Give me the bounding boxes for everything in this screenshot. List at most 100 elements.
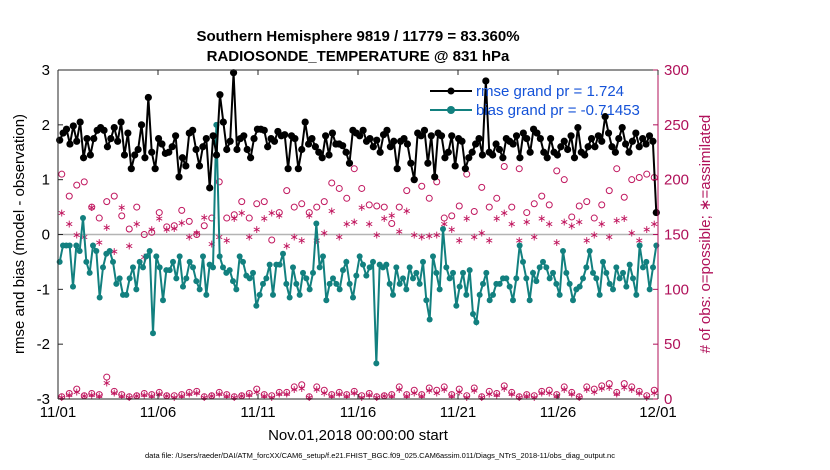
obs-assimilated-point: ∗: [365, 219, 374, 231]
obs-possible-point: [620, 380, 628, 388]
bias-point: [386, 280, 393, 287]
bias-point: [370, 258, 376, 265]
rmse-point: [209, 132, 217, 140]
legend-bias-label: bias grand pr = -0.71453: [476, 102, 640, 119]
chart-title-line2: RADIOSONDE_TEMPERATURE @ 831 hPa: [207, 48, 510, 65]
bias-point: [286, 294, 293, 301]
obs-assimilated-point: ∗: [57, 392, 66, 404]
obs-assimilated-point: ∗: [620, 213, 629, 225]
rmse-point: [495, 145, 504, 154]
rmse-point: [553, 151, 562, 159]
obs-assimilated-point: ∗: [485, 235, 494, 247]
obs-assimilated-point: ∗: [515, 392, 524, 404]
bias-point: [146, 247, 153, 254]
rmse-point: [328, 129, 337, 137]
bias-point: [450, 269, 456, 276]
bias-point: [270, 291, 276, 298]
rmse-point: [79, 154, 88, 162]
obs-possible-point: [538, 192, 546, 200]
obs-possible-point: [455, 202, 463, 210]
obs-assimilated-point: ∗: [162, 224, 171, 236]
obs-assimilated-point: ∗: [432, 230, 441, 242]
rmse-point: [294, 165, 302, 173]
rmse-point: [154, 134, 163, 143]
bias-point: [556, 291, 563, 298]
bias-point: [356, 253, 363, 260]
bias-point: [183, 275, 190, 282]
obs-possible-point: [545, 201, 553, 209]
left-tick-label: -2: [37, 336, 50, 353]
obs-assimilated-point: ∗: [260, 391, 269, 403]
obs-assimilated-point: ∗: [507, 389, 516, 401]
rmse-point: [458, 137, 466, 145]
obs-assimilated-point: ∗: [267, 208, 276, 220]
x-tick-label: 12/01: [639, 404, 677, 421]
obs-assimilated-point: ∗: [327, 391, 336, 403]
obs-possible-point: [448, 391, 456, 399]
obs-possible-point: [140, 390, 148, 398]
bias-point: [453, 302, 460, 309]
bias-point: [610, 286, 616, 293]
obs-assimilated-point: ∗: [530, 392, 539, 404]
x-tick-label: 11/11: [240, 404, 275, 421]
bias-point: [353, 272, 360, 279]
obs-possible-point: [583, 383, 591, 391]
bias-point: [606, 280, 613, 287]
bias-point: [346, 280, 353, 287]
obs-possible-point: [590, 214, 598, 222]
x-tick-label: 11/06: [140, 404, 176, 421]
obs-possible-point: [425, 384, 433, 392]
obs-possible-point: [118, 212, 126, 220]
obs-possible-point: [290, 383, 298, 391]
obs-possible-point: [298, 381, 306, 389]
rmse-point: [492, 140, 500, 148]
rmse-point: [424, 159, 432, 167]
obs-assimilated-point: ∗: [627, 227, 636, 239]
obs-possible-point: [230, 393, 238, 401]
rmse-point: [325, 151, 333, 159]
obs-assimilated-point: ∗: [222, 391, 231, 403]
bias-point: [253, 302, 260, 309]
rmse-point: [189, 126, 197, 134]
obs-assimilated-point: ∗: [132, 219, 141, 231]
obs-assimilated-point: ∗: [170, 223, 179, 235]
rmse-point: [206, 184, 214, 192]
rmse-point: [120, 151, 129, 159]
bias-point: [170, 258, 176, 265]
rmse-point: [304, 140, 313, 148]
obs-assimilated-point: ∗: [320, 387, 329, 399]
bias-point: [190, 264, 196, 271]
obs-assimilated-point: ∗: [350, 387, 359, 399]
obs-count-layer: ∗∗∗∗∗∗∗∗∗∗∗ ∗∗∗∗∗∗∗∗∗∗∗∗∗∗∗∗∗∗∗∗∗∗∗∗∗∗∗∗∗…: [57, 163, 659, 404]
rmse-point: [223, 145, 231, 154]
bias-point: [130, 264, 136, 271]
bias-point: [460, 269, 466, 276]
rmse-point: [420, 126, 429, 134]
obs-possible-point: [283, 187, 291, 195]
obs-assimilated-point: ∗: [275, 389, 284, 401]
rmse-point: [76, 118, 84, 126]
rmse-point: [247, 154, 255, 162]
bias-point: [540, 258, 546, 265]
rmse-point: [533, 129, 541, 137]
bias-point: [506, 283, 513, 290]
obs-possible-point: [478, 393, 486, 401]
obs-assimilated-point: ∗: [147, 391, 156, 403]
obs-possible-point: [455, 385, 463, 393]
rmse-point: [144, 93, 152, 102]
bias-point: [526, 297, 533, 304]
obs-assimilated-point: ∗: [447, 224, 456, 236]
obs-possible-point: [118, 391, 126, 399]
rmse-point: [322, 132, 330, 140]
rmse-point: [182, 162, 190, 170]
obs-possible-point: [73, 181, 81, 189]
rmse-point: [260, 126, 268, 134]
bias-point: [320, 253, 326, 260]
obs-assimilated-point: ∗: [440, 219, 449, 231]
left-tick-label: -1: [37, 281, 50, 298]
obs-possible-point: [163, 223, 171, 231]
rmse-point: [311, 143, 319, 151]
obs-assimilated-point: ∗: [650, 219, 659, 231]
rmse-point: [478, 151, 487, 159]
rmse-point: [645, 132, 654, 140]
